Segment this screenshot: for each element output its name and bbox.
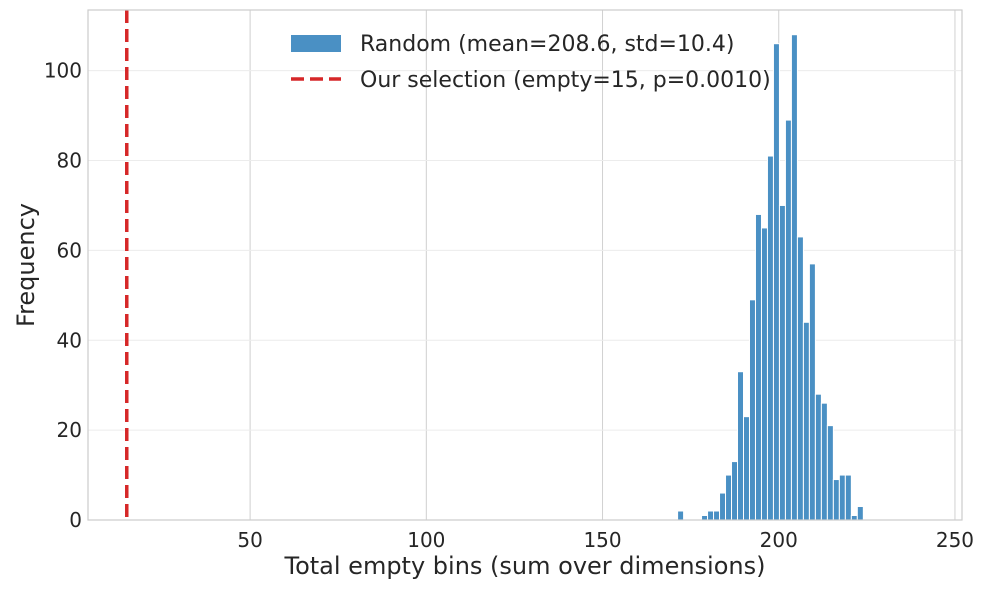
histogram-bar-25 bbox=[844, 474, 852, 521]
histogram-bar-16 bbox=[790, 34, 798, 521]
histogram-bar-11 bbox=[760, 227, 768, 521]
histogram-bar-0 bbox=[677, 510, 685, 521]
x-tick-label-2: 150 bbox=[583, 528, 621, 552]
x-axis-ticks: 50 100 150 200 250 bbox=[237, 528, 974, 552]
y-axis-label: Frequency bbox=[12, 203, 40, 327]
histogram-bar-26 bbox=[850, 515, 858, 521]
histogram-bar-13 bbox=[772, 43, 780, 521]
histogram-bar-12 bbox=[766, 155, 774, 521]
histogram-bar-27 bbox=[856, 506, 864, 521]
legend-label-selection: Our selection (empty=15, p=0.0010) bbox=[360, 68, 771, 93]
y-axis-ticks: 0 20 40 60 80 100 bbox=[44, 59, 82, 532]
y-tick-label-0: 0 bbox=[69, 508, 82, 532]
histogram-bar-2 bbox=[707, 510, 715, 521]
histogram-bar-18 bbox=[802, 321, 810, 521]
histogram-bar-19 bbox=[808, 263, 816, 521]
histogram-bar-15 bbox=[784, 119, 792, 521]
legend: Random (mean=208.6, std=10.4) Our select… bbox=[291, 32, 771, 93]
y-tick-label-1: 20 bbox=[57, 418, 82, 442]
histogram-bar-24 bbox=[838, 474, 846, 521]
histogram-bar-21 bbox=[820, 402, 828, 521]
legend-label-random: Random (mean=208.6, std=10.4) bbox=[360, 32, 735, 57]
y-tick-label-2: 40 bbox=[57, 328, 82, 352]
histogram-bar-8 bbox=[743, 416, 750, 521]
histogram-bar-7 bbox=[737, 371, 744, 521]
plot-frame bbox=[87, 9, 963, 521]
histogram-bar-9 bbox=[748, 299, 756, 521]
histogram-bar-4 bbox=[719, 492, 727, 521]
histogram-bar-22 bbox=[826, 425, 834, 521]
histogram-bar-6 bbox=[731, 461, 739, 521]
histogram-bar-14 bbox=[778, 204, 786, 521]
histogram-bar-3 bbox=[713, 510, 721, 521]
y-tick-label-4: 80 bbox=[57, 149, 82, 173]
histogram-bars bbox=[677, 34, 864, 521]
histogram-bar-10 bbox=[754, 213, 762, 521]
histogram-bar-5 bbox=[725, 474, 733, 521]
x-tick-label-1: 100 bbox=[407, 528, 445, 552]
histogram-bar-1 bbox=[701, 515, 709, 521]
x-tick-label-3: 200 bbox=[760, 528, 798, 552]
x-tick-label-0: 50 bbox=[237, 528, 262, 552]
x-axis-label: Total empty bins (sum over dimensions) bbox=[284, 552, 766, 580]
y-tick-label-3: 60 bbox=[57, 238, 82, 262]
legend-swatch-random bbox=[291, 35, 341, 52]
histogram-bar-17 bbox=[796, 236, 804, 521]
histogram-bar-20 bbox=[814, 393, 822, 521]
histogram-bar-23 bbox=[832, 479, 840, 521]
x-tick-label-4: 250 bbox=[936, 528, 974, 552]
y-tick-label-5: 100 bbox=[44, 59, 82, 83]
